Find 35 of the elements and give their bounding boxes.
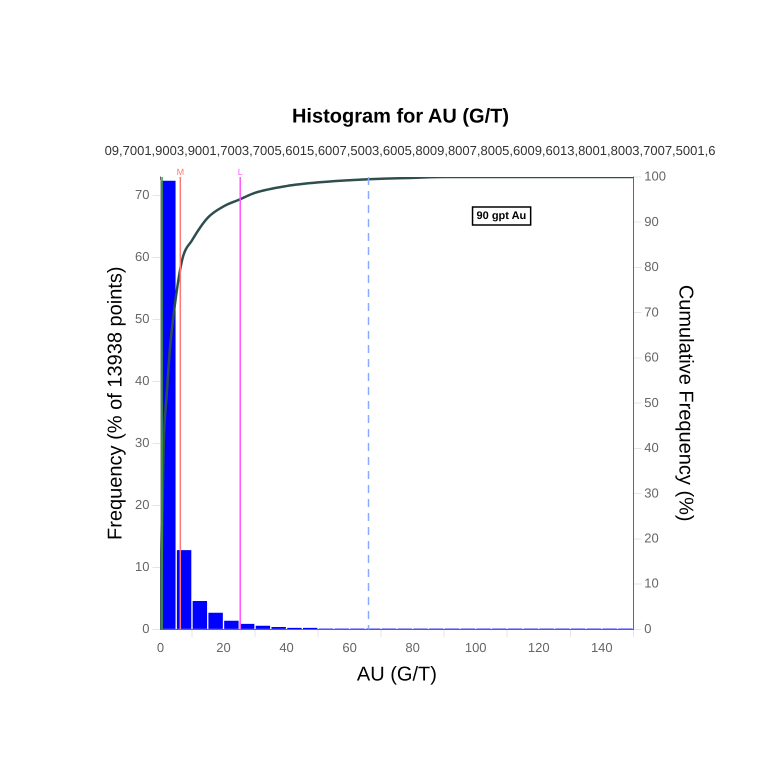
y-tick-label: 50 bbox=[134, 311, 150, 326]
annotation: 90 gpt Au bbox=[476, 210, 526, 222]
x-tick-label: 140 bbox=[590, 640, 613, 655]
y-tick-label: 20 bbox=[134, 497, 150, 512]
y-tick-label: 40 bbox=[134, 373, 150, 388]
y-tick-label: 0 bbox=[142, 620, 150, 636]
y2-tick-label: 100 bbox=[644, 168, 666, 184]
x-axis-title: AU (G/T) bbox=[356, 664, 437, 686]
y2-tick-label: 90 bbox=[644, 214, 659, 229]
y2-tick-label: 30 bbox=[644, 485, 659, 500]
x-tick-label: 80 bbox=[405, 640, 420, 655]
text: 09,7001,9003,9001,7003,7005,6015,6007,5003,6005,8009,8007,8005,6009,6013,8001,8003,7007,5001,6 bbox=[104, 143, 716, 158]
x-tick-label: 100 bbox=[464, 640, 487, 655]
y2-tick-label: 20 bbox=[644, 530, 659, 546]
y2-tick-label: 70 bbox=[644, 304, 659, 320]
y2-tick-label: 80 bbox=[644, 259, 659, 274]
x-tick-label: 120 bbox=[528, 640, 550, 655]
y2-tick-label: 50 bbox=[644, 394, 659, 410]
y-tick-label: 70 bbox=[134, 187, 150, 202]
y-tick-label: 10 bbox=[134, 559, 150, 574]
y2-axis-title: Cumulative Frequency (%) bbox=[674, 284, 696, 522]
x-tick-label: 60 bbox=[342, 640, 357, 655]
y-tick-label: 60 bbox=[134, 249, 150, 264]
x-tick-label: 40 bbox=[279, 640, 294, 655]
y-tick-label: 30 bbox=[134, 435, 150, 450]
ref-line-label: L bbox=[238, 167, 243, 177]
y2-tick-label: 0 bbox=[644, 620, 652, 636]
y2-tick-label: 60 bbox=[644, 350, 659, 365]
ref-line-label: M bbox=[176, 167, 184, 177]
chart-title: Histogram for AU (G/T) bbox=[292, 106, 510, 128]
y2-tick-label: 40 bbox=[644, 440, 659, 456]
x-tick-label: 20 bbox=[216, 640, 231, 655]
y2-tick-label: 10 bbox=[644, 576, 659, 591]
y-axis-title: Frequency (% of 13938 points) bbox=[104, 266, 127, 540]
x-tick-label: 0 bbox=[156, 640, 164, 655]
